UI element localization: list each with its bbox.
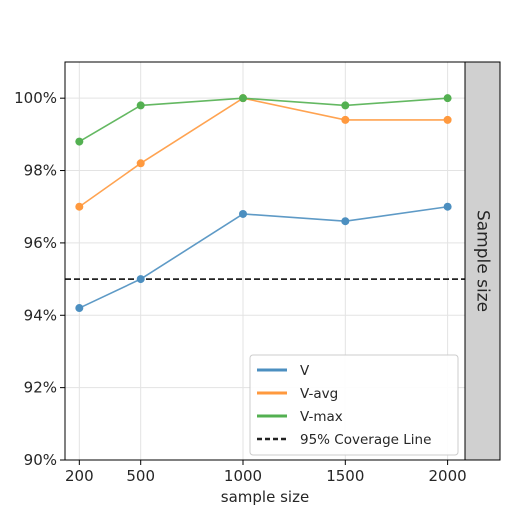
x-axis-label: sample size bbox=[221, 488, 309, 506]
data-point-v-max bbox=[239, 94, 248, 103]
legend: V V-avg V-max 95% Coverage Line bbox=[249, 354, 459, 456]
data-point-v-avg bbox=[75, 202, 84, 211]
y-tick-label: 96% bbox=[24, 234, 57, 252]
data-point-v bbox=[136, 275, 145, 284]
x-tick-label: 2000 bbox=[429, 467, 467, 485]
legend-box bbox=[249, 354, 459, 456]
legend-label-v-max: V-max bbox=[300, 409, 343, 425]
x-tick-label: 500 bbox=[126, 467, 155, 485]
legend-label-v: V bbox=[300, 363, 310, 379]
data-point-v bbox=[443, 202, 452, 211]
y-tick-label: 92% bbox=[24, 379, 57, 397]
data-point-v-max bbox=[443, 94, 452, 103]
facet-strip bbox=[464, 61, 501, 461]
legend-label-v-avg: V-avg bbox=[300, 386, 338, 402]
data-point-v-max bbox=[341, 101, 350, 110]
data-point-v-max bbox=[75, 137, 84, 146]
plot-frame bbox=[64, 61, 466, 461]
data-point-v-avg bbox=[136, 159, 145, 168]
y-tick-label: 100% bbox=[14, 89, 57, 107]
y-tick-label: 94% bbox=[24, 306, 57, 324]
data-point-v-max bbox=[136, 101, 145, 110]
data-point-v bbox=[75, 304, 84, 313]
data-point-v-avg bbox=[443, 115, 452, 124]
legend-label-95-coverage-line: 95% Coverage Line bbox=[300, 432, 431, 448]
y-tick-label: 98% bbox=[24, 162, 57, 180]
data-point-v bbox=[239, 209, 248, 218]
data-point-v-avg bbox=[341, 115, 350, 124]
x-axis-ticks: 200 500 1000 1500 2000 bbox=[65, 460, 467, 485]
data-point-v bbox=[341, 217, 350, 226]
facet-label: Sample size bbox=[473, 210, 493, 312]
x-tick-label: 1500 bbox=[326, 467, 364, 485]
x-tick-label: 1000 bbox=[224, 467, 262, 485]
series-group bbox=[75, 94, 452, 313]
y-tick-label: 90% bbox=[24, 451, 57, 469]
y-axis-ticks: 90% 92% 94% 96% 98% 100% bbox=[14, 89, 65, 469]
x-tick-label: 200 bbox=[65, 467, 94, 485]
